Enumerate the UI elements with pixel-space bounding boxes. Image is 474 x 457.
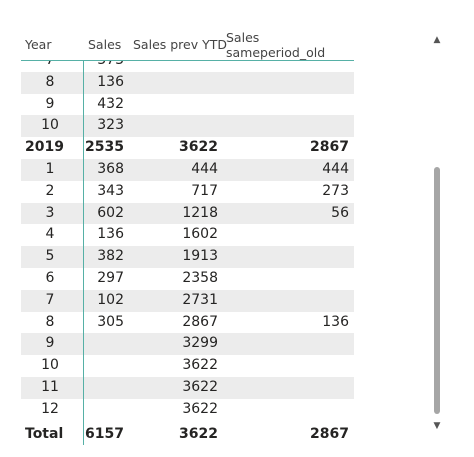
row-sales-prev-ytd-cell: 3622 bbox=[182, 378, 218, 395]
row-sales-prev-ytd-cell: 3622 bbox=[179, 139, 218, 156]
row-sales-prev-ytd-cell: 3622 bbox=[182, 357, 218, 374]
row-year-cell: 10 bbox=[41, 117, 59, 134]
table-row[interactable]: 7 102 2731 bbox=[21, 289, 354, 312]
chevron-up-icon[interactable]: ▲ bbox=[433, 35, 441, 45]
table-row[interactable]: 12 3622 bbox=[21, 399, 354, 421]
row-year-cell: 4 bbox=[45, 226, 55, 243]
row-sales-prev-ytd-cell: 2358 bbox=[182, 269, 218, 286]
table-row[interactable]: 10 323 bbox=[21, 115, 354, 138]
row-sales-sameperiod-old-cell: 56 bbox=[331, 204, 349, 221]
chevron-down-icon[interactable]: ▼ bbox=[433, 421, 441, 431]
row-year-cell: 5 bbox=[45, 248, 55, 265]
row-year-cell: 6 bbox=[45, 269, 55, 286]
table-row[interactable]: 9 3299 bbox=[21, 333, 354, 356]
row-sales-cell: 2535 bbox=[85, 139, 124, 156]
row-year-cell: 11 bbox=[41, 378, 59, 395]
table-row[interactable]: 4 136 1602 bbox=[21, 224, 354, 246]
row-year-cell: 3 bbox=[45, 204, 55, 221]
header-divider bbox=[21, 60, 354, 61]
table-row[interactable]: 9 432 bbox=[21, 94, 354, 116]
column-header-sales-sameperiod-old[interactable]: Sales sameperiod_old bbox=[226, 29, 326, 60]
row-sales-prev-ytd-cell: 717 bbox=[191, 182, 218, 199]
row-sales-sameperiod-old-cell: 2867 bbox=[310, 139, 349, 156]
row-sales-cell: 343 bbox=[97, 182, 124, 199]
row-sales-prev-ytd-cell: 1218 bbox=[182, 204, 218, 221]
total-sales: 6157 bbox=[85, 426, 124, 442]
row-year-cell: 9 bbox=[45, 95, 55, 112]
row-header-divider bbox=[83, 60, 84, 445]
total-sales-sameperiod-old: 2867 bbox=[310, 426, 349, 442]
table-row[interactable]: 11 3622 bbox=[21, 376, 354, 399]
matrix-body[interactable]: 7373813694321032320192535362228671368444… bbox=[21, 61, 354, 429]
row-year-cell: 8 bbox=[45, 313, 55, 330]
row-sales-prev-ytd-cell: 3622 bbox=[182, 400, 218, 417]
row-sales-cell: 102 bbox=[97, 291, 124, 308]
row-year-cell: 12 bbox=[41, 400, 59, 417]
row-sales-prev-ytd-cell: 1602 bbox=[182, 226, 218, 243]
row-year-cell: 1 bbox=[45, 160, 55, 177]
table-row[interactable]: 10 3622 bbox=[21, 355, 354, 377]
row-sales-cell: 368 bbox=[97, 160, 124, 177]
row-sales-cell: 382 bbox=[97, 248, 124, 265]
table-row[interactable]: 8 305 2867 136 bbox=[21, 312, 354, 334]
total-row: Total 6157 3622 2867 bbox=[21, 423, 354, 445]
row-sales-sameperiod-old-cell: 136 bbox=[322, 313, 349, 330]
row-sales-prev-ytd-cell: 3299 bbox=[182, 335, 218, 352]
row-year-cell: 8 bbox=[45, 73, 55, 90]
column-header-sales-prev-ytd[interactable]: Sales prev YTD bbox=[133, 37, 228, 52]
table-row[interactable]: 2 343 717 273 bbox=[21, 181, 354, 203]
column-header-year[interactable]: Year bbox=[25, 37, 52, 52]
scrollbar-thumb[interactable] bbox=[434, 167, 440, 414]
total-label: Total bbox=[25, 426, 64, 442]
row-year-cell: 10 bbox=[41, 357, 59, 374]
row-year-cell: 9 bbox=[45, 335, 55, 352]
column-header-sales[interactable]: Sales bbox=[88, 37, 122, 52]
subtotal-row[interactable]: 2019 2535 3622 2867 bbox=[21, 137, 354, 159]
total-sales-prev-ytd: 3622 bbox=[179, 426, 218, 442]
row-sales-prev-ytd-cell: 2731 bbox=[182, 291, 218, 308]
row-year-cell: 2 bbox=[45, 182, 55, 199]
row-year-cell: 7 bbox=[45, 291, 55, 308]
row-sales-cell: 432 bbox=[97, 95, 124, 112]
row-year-cell: 7 bbox=[25, 61, 75, 72]
row-sales-cell: 323 bbox=[97, 117, 124, 134]
table-row[interactable]: 8 136 bbox=[21, 71, 354, 94]
row-sales-prev-ytd-cell: 444 bbox=[191, 160, 218, 177]
row-sales-cell: 305 bbox=[97, 313, 124, 330]
row-sales-sameperiod-old-cell: 444 bbox=[322, 160, 349, 177]
row-sales-cell: 297 bbox=[97, 269, 124, 286]
matrix-rows: 7373813694321032320192535362228671368444… bbox=[21, 61, 354, 421]
row-sales-cell: 136 bbox=[97, 226, 124, 243]
table-row[interactable]: 3 602 1218 56 bbox=[21, 202, 354, 225]
row-sales-cell: 602 bbox=[97, 204, 124, 221]
table-row[interactable]: 5 382 1913 bbox=[21, 246, 354, 268]
row-sales-sameperiod-old-cell: 273 bbox=[322, 182, 349, 199]
table-row[interactable]: 6 297 2358 bbox=[21, 268, 354, 290]
table-row[interactable]: 7 373 bbox=[21, 61, 354, 72]
row-sales-cell: 373 bbox=[84, 61, 124, 72]
row-sales-prev-ytd-cell: 2867 bbox=[182, 313, 218, 330]
row-sales-prev-ytd-cell: 1913 bbox=[182, 248, 218, 265]
row-sales-cell: 136 bbox=[97, 73, 124, 90]
table-row[interactable]: 1 368 444 444 bbox=[21, 158, 354, 181]
vertical-scrollbar[interactable]: ▲ ▼ bbox=[431, 34, 443, 434]
row-year-cell: 2019 bbox=[25, 139, 64, 156]
